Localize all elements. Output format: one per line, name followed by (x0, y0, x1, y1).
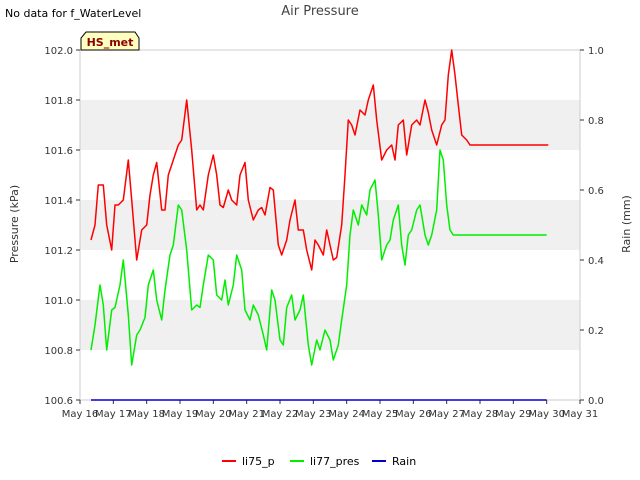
x-tick-label: May 22 (262, 409, 299, 420)
y-tick-label: 102.0 (44, 46, 73, 57)
x-tick-label: May 23 (295, 409, 332, 420)
legend-label-li75_p: li75_p (242, 455, 275, 468)
y-axis-label: Pressure (kPa) (8, 185, 21, 263)
grid-band (80, 100, 580, 150)
y-tick-label: 101.4 (44, 196, 73, 207)
legend-label-Rain: Rain (392, 455, 416, 468)
x-tick-label: May 28 (462, 409, 499, 420)
y2-tick-label: 0.4 (588, 256, 604, 267)
y-tick-label: 101.6 (44, 146, 73, 157)
y-tick-label: 100.6 (44, 396, 73, 407)
chart-title: Air Pressure (281, 4, 359, 19)
y2-tick-label: 1.0 (588, 46, 604, 57)
y-axis-right: 0.0 0.2 0.4 0.6 0.8 1.0 (580, 46, 604, 407)
x-tick-label: May 19 (162, 409, 199, 420)
x-tick-label: May 17 (95, 409, 132, 420)
y2-tick-label: 0.2 (588, 326, 604, 337)
x-tick-label: May 27 (428, 409, 465, 420)
y2-tick-label: 0.0 (588, 396, 604, 407)
y2-axis-label: Rain (mm) (620, 195, 633, 253)
site-badge-label: HS_met (87, 36, 134, 49)
x-tick-label: May 20 (195, 409, 232, 420)
x-tick-label: May 21 (228, 409, 265, 420)
no-data-note: No data for f_WaterLevel (5, 7, 142, 20)
y-axis-left: 100.6 100.8 101.0 101.2 101.4 101.6 101.8 102.0 (44, 46, 80, 407)
series-line-li77_pres (90, 149, 547, 366)
series-lines (90, 49, 549, 401)
series-line-li75_p (90, 49, 549, 271)
x-tick-label: May 26 (395, 409, 432, 420)
x-tick-label: May 25 (362, 409, 399, 420)
y-tick-label: 101.2 (44, 246, 73, 257)
background-bands (80, 100, 580, 350)
y-tick-label: 101.8 (44, 96, 73, 107)
x-tick-label: May 29 (495, 409, 532, 420)
y2-tick-label: 0.6 (588, 186, 604, 197)
x-tick-label: May 24 (328, 409, 365, 420)
y2-tick-label: 0.8 (588, 116, 604, 127)
x-tick-label: May 16 (62, 409, 99, 420)
legend-label-li77_pres: li77_pres (310, 455, 360, 468)
y-tick-label: 101.0 (44, 296, 73, 307)
site-badge: HS_met (80, 31, 140, 51)
x-tick-label: May 31 (562, 409, 599, 420)
y-tick-label: 100.8 (44, 346, 73, 357)
legend: li75_p li77_pres Rain (222, 455, 416, 468)
x-tick-label: May 18 (128, 409, 165, 420)
x-tick-label: May 30 (528, 409, 565, 420)
